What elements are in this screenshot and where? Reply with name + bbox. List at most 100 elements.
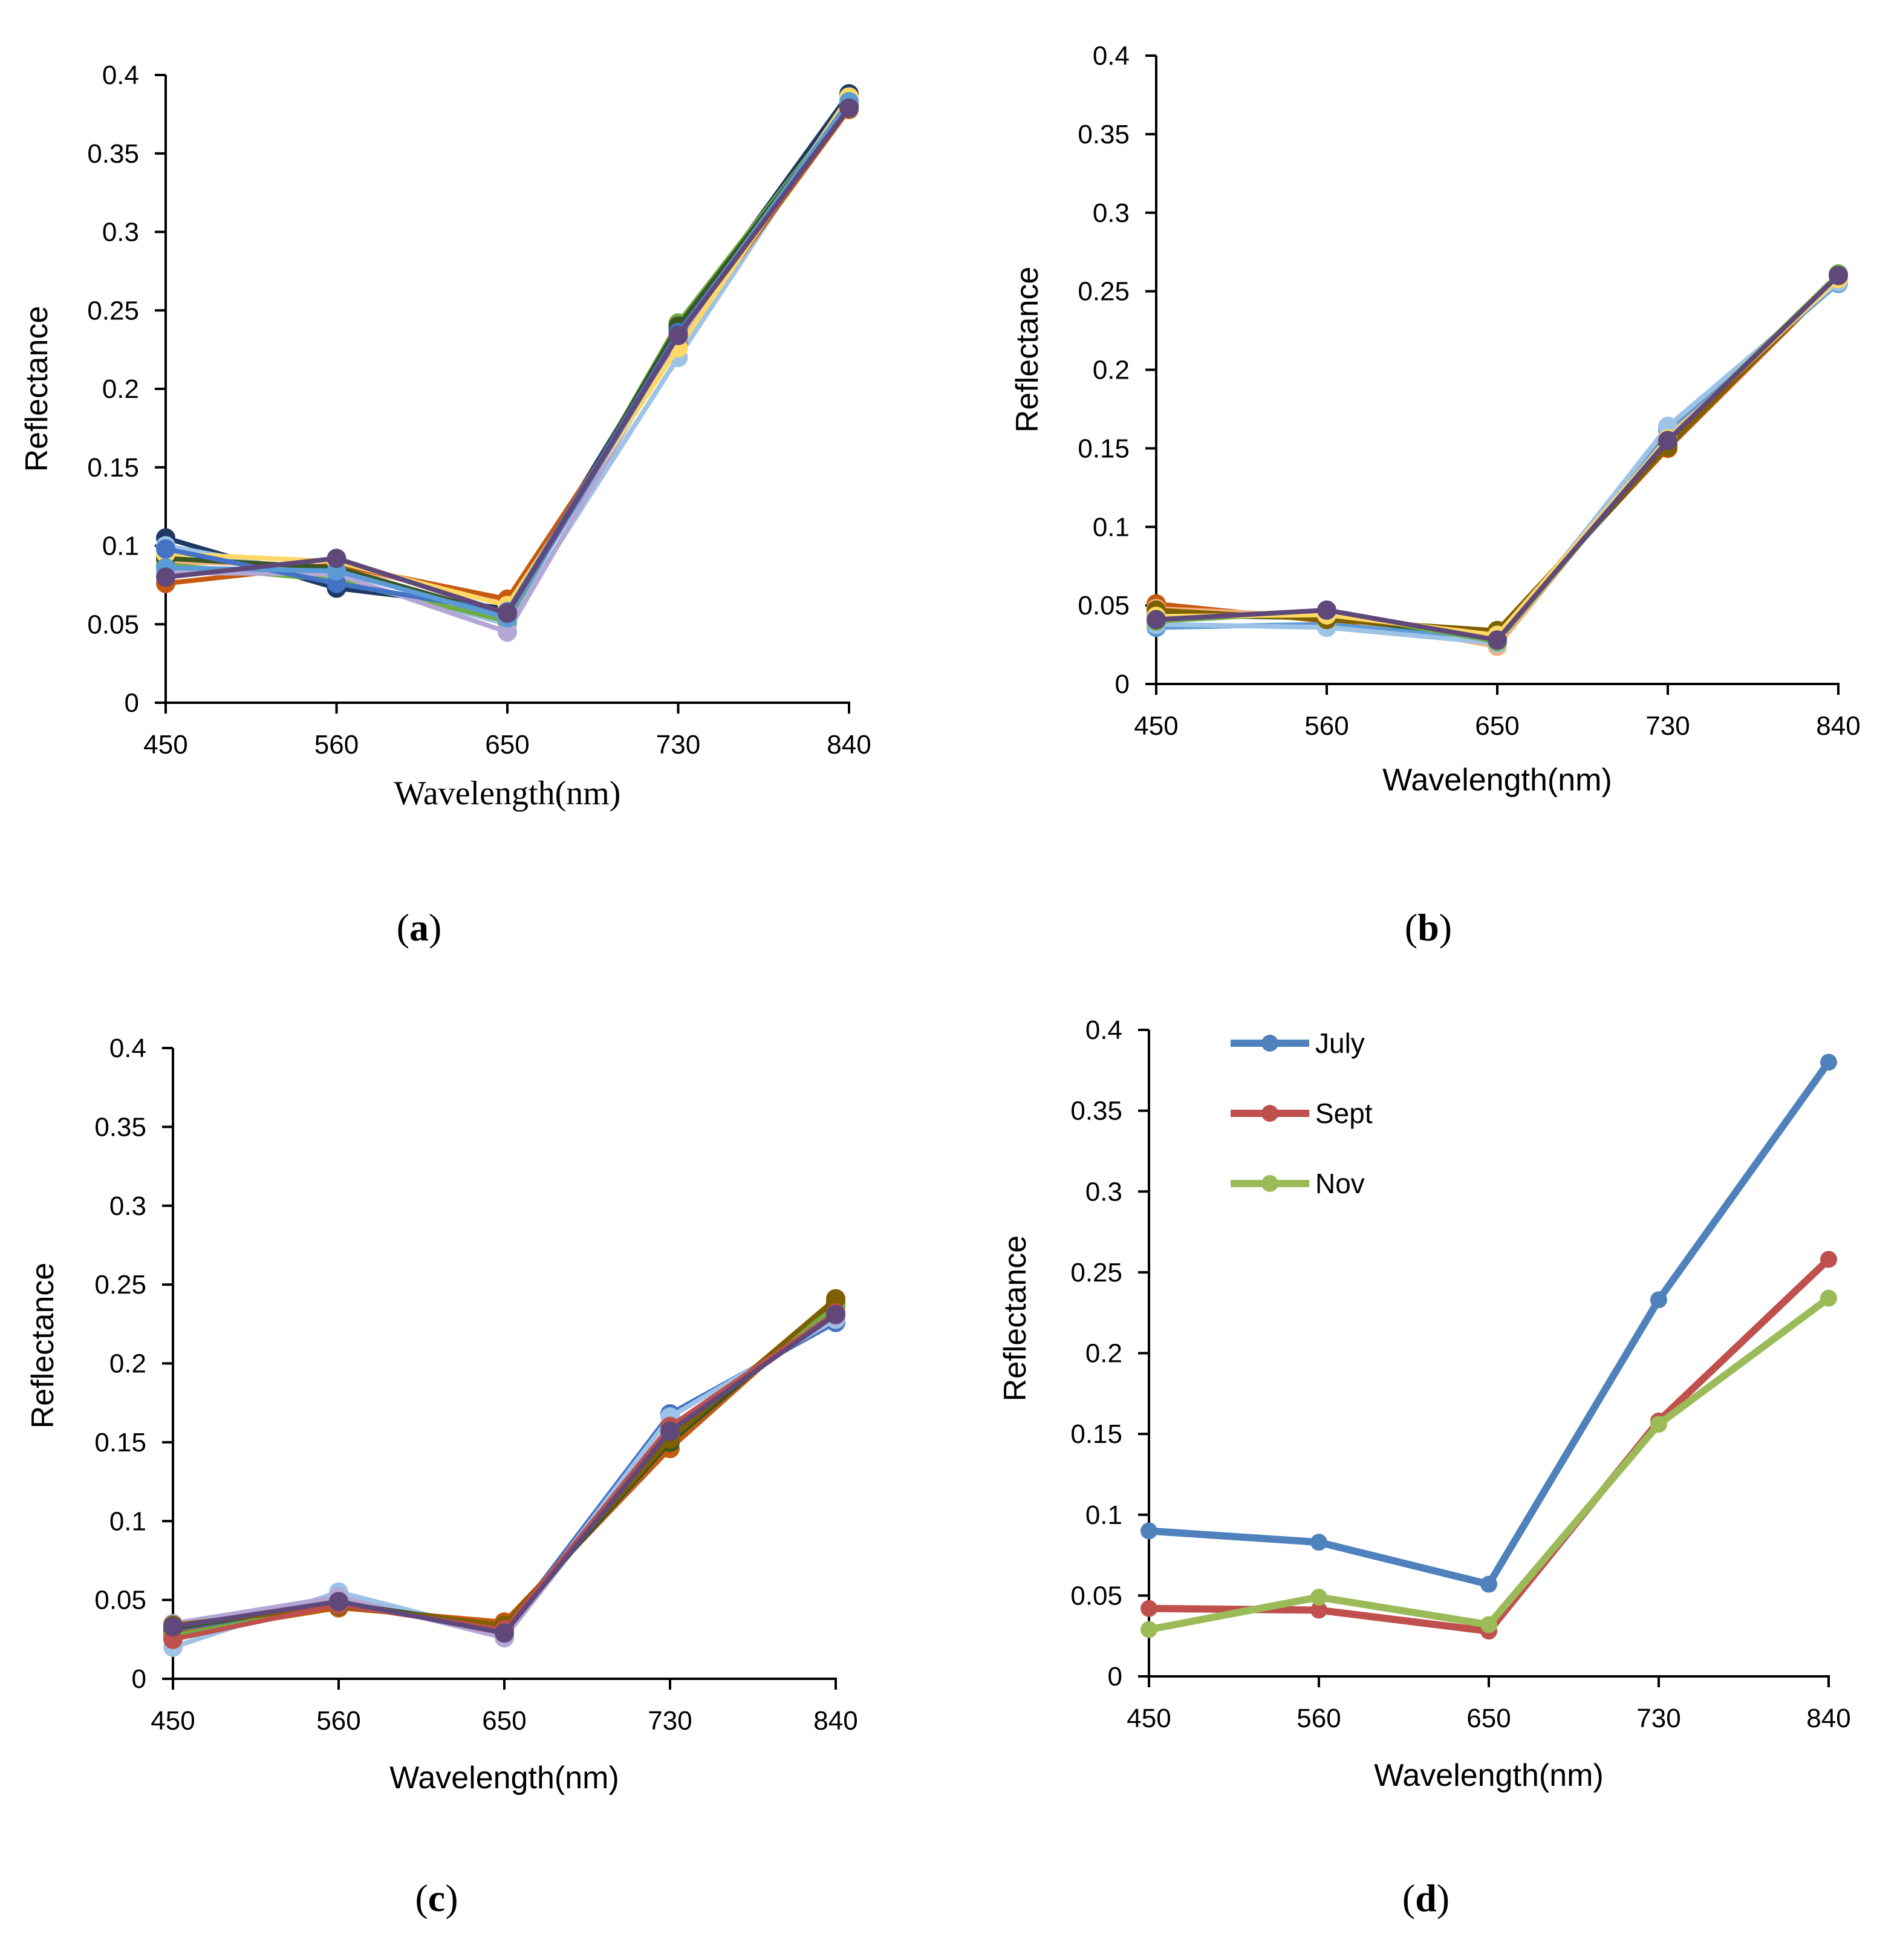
x-axis-title: Wavelength(nm) — [394, 775, 621, 812]
series-line — [172, 1312, 838, 1636]
data-point — [1147, 610, 1166, 630]
data-point — [329, 1592, 348, 1612]
legend-swatch-marker — [1261, 1035, 1278, 1052]
series-line — [1156, 278, 1840, 649]
series-line — [172, 1304, 838, 1639]
data-point — [1650, 1291, 1667, 1309]
data-point — [1310, 1601, 1327, 1619]
y-tick-label: 0 — [125, 688, 139, 718]
legend-label: July — [1315, 1027, 1365, 1059]
y-axis-title: Reflectance — [19, 306, 54, 472]
x-tick-label: 450 — [1127, 1704, 1171, 1733]
x-tick-label: 840 — [827, 730, 871, 760]
y-tick-label: 0.3 — [102, 218, 139, 247]
legend-swatch-marker — [1261, 1175, 1278, 1192]
series-line — [172, 1297, 838, 1628]
y-tick-label: 0.25 — [87, 296, 139, 325]
data-point — [1488, 630, 1507, 650]
data-point — [1310, 1589, 1327, 1606]
y-tick-label: 0.15 — [1070, 1419, 1122, 1449]
y-tick-label: 0.05 — [1070, 1581, 1122, 1610]
series-line — [172, 1301, 838, 1631]
x-tick-label: 450 — [143, 730, 187, 760]
x-tick-label: 560 — [314, 730, 359, 760]
series-line — [165, 105, 851, 635]
x-tick-label: 560 — [1296, 1704, 1341, 1733]
data-point — [826, 1289, 845, 1309]
x-tick-label: 450 — [151, 1706, 195, 1736]
x-tick-label: 840 — [1806, 1704, 1850, 1733]
series-line — [1148, 1257, 1832, 1635]
data-point — [1820, 1289, 1837, 1307]
y-tick-label: 0.35 — [1070, 1096, 1122, 1126]
y-tick-label: 0.2 — [109, 1349, 146, 1379]
data-point — [327, 549, 346, 568]
data-point — [1140, 1522, 1157, 1540]
y-tick-label: 0.05 — [94, 1586, 146, 1615]
data-point — [156, 539, 175, 559]
x-tick-label: 730 — [656, 730, 700, 760]
series-line — [172, 1298, 838, 1637]
series-line — [1156, 272, 1840, 644]
data-point — [1820, 1053, 1837, 1071]
y-tick-label: 0.4 — [1093, 41, 1130, 71]
panel-label: (d) — [1402, 1877, 1449, 1919]
y-tick-label: 0.05 — [1078, 591, 1130, 620]
y-tick-label: 0.1 — [102, 532, 139, 561]
data-point — [1317, 600, 1336, 620]
x-axis-title: Wavelength(nm) — [389, 1760, 619, 1796]
y-tick-label: 0.25 — [94, 1270, 146, 1300]
data-point — [668, 325, 688, 345]
legend-swatch-marker — [1261, 1105, 1278, 1122]
data-point — [1480, 1575, 1497, 1593]
series-line — [172, 1317, 838, 1650]
data-point — [1820, 1251, 1837, 1268]
series-line — [1148, 1060, 1832, 1588]
data-point — [498, 622, 517, 642]
series-line — [1156, 273, 1840, 633]
y-tick-label: 0.25 — [1070, 1258, 1122, 1288]
series-line — [1156, 273, 1840, 643]
series-line — [165, 108, 851, 602]
x-tick-label: 560 — [1304, 711, 1349, 741]
x-tick-label: 650 — [485, 730, 529, 760]
y-tick-label: 0.1 — [109, 1506, 146, 1536]
y-tick-label: 0.4 — [102, 60, 139, 90]
legend-label: Sept — [1315, 1098, 1373, 1129]
series-line — [172, 1314, 838, 1641]
x-tick-label: 450 — [1134, 711, 1178, 741]
panel-label: (c) — [415, 1877, 458, 1919]
y-tick-label: 0.1 — [1085, 1500, 1122, 1530]
series-line — [1156, 276, 1840, 638]
data-point — [156, 567, 175, 587]
data-point — [1650, 1416, 1667, 1433]
series-line — [165, 99, 851, 604]
y-tick-label: 0 — [1108, 1662, 1122, 1691]
y-tick-label: 0.3 — [1085, 1177, 1122, 1206]
x-tick-label: 650 — [482, 1706, 526, 1736]
panel-label: (b) — [1405, 906, 1452, 949]
y-tick-label: 0.35 — [94, 1112, 146, 1142]
chart-panel: 0 0.05 0.1 0.15 0.2 0.25 0.3 0.35 0.4 450 560 650 73… — [25, 1034, 858, 1919]
y-tick-label: 0.4 — [109, 1034, 146, 1063]
series-line — [165, 106, 851, 616]
series-line — [165, 97, 851, 627]
y-tick-label: 0.15 — [94, 1428, 146, 1457]
y-tick-label: 0.15 — [87, 453, 139, 483]
x-tick-label: 840 — [813, 1706, 857, 1736]
y-tick-label: 0.3 — [1093, 198, 1130, 228]
y-tick-label: 0.2 — [102, 374, 139, 404]
series-line — [165, 106, 851, 614]
x-axis-title: Wavelength(nm) — [1374, 1758, 1604, 1793]
data-point — [839, 98, 859, 118]
data-point — [1480, 1616, 1497, 1633]
y-axis-title: Reflectance — [1010, 267, 1045, 433]
y-tick-label: 0.2 — [1093, 356, 1130, 385]
y-axis-title: Reflectance — [998, 1236, 1033, 1402]
data-point — [163, 1617, 183, 1636]
y-axis-title: Reflectance — [25, 1263, 60, 1429]
x-tick-label: 730 — [1645, 711, 1690, 741]
series-line — [172, 1320, 837, 1634]
series-line — [165, 100, 851, 620]
series-line — [172, 1310, 838, 1642]
